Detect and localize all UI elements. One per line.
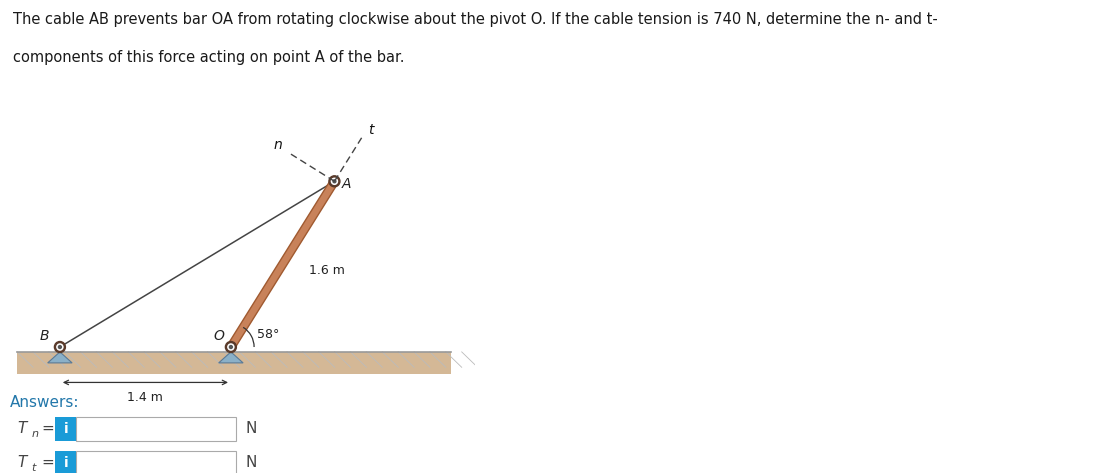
Text: A: A [341, 177, 351, 191]
Text: T: T [18, 421, 27, 436]
Circle shape [332, 178, 337, 184]
FancyBboxPatch shape [76, 451, 236, 473]
Text: i: i [63, 456, 69, 470]
Circle shape [56, 344, 63, 350]
Text: n: n [31, 429, 39, 439]
FancyBboxPatch shape [55, 417, 76, 441]
Polygon shape [48, 352, 72, 363]
Text: =: = [42, 421, 54, 436]
Polygon shape [219, 352, 243, 363]
Text: components of this force acting on point A of the bar.: components of this force acting on point… [13, 50, 404, 65]
Text: t: t [31, 463, 35, 473]
Text: O: O [213, 329, 224, 343]
Text: i: i [63, 422, 69, 436]
Text: 58°: 58° [256, 328, 278, 341]
Text: Answers:: Answers: [10, 394, 80, 410]
Text: t: t [368, 123, 373, 137]
Text: N: N [246, 455, 257, 470]
Circle shape [54, 342, 65, 352]
FancyBboxPatch shape [55, 451, 76, 473]
Circle shape [333, 180, 336, 183]
Circle shape [228, 344, 234, 350]
Text: 1.4 m: 1.4 m [127, 391, 164, 404]
Text: =: = [42, 455, 54, 470]
Circle shape [230, 346, 232, 349]
Polygon shape [18, 352, 451, 374]
Text: T: T [18, 455, 27, 470]
FancyBboxPatch shape [76, 417, 236, 441]
Circle shape [329, 176, 340, 187]
Circle shape [225, 342, 236, 352]
Text: n: n [274, 138, 283, 152]
Text: The cable AB prevents bar OA from rotating clockwise about the pivot O. If the c: The cable AB prevents bar OA from rotati… [13, 12, 938, 27]
Polygon shape [228, 179, 338, 349]
Circle shape [59, 346, 62, 349]
Text: N: N [246, 421, 257, 436]
Text: B: B [39, 329, 49, 343]
Text: 1.6 m: 1.6 m [309, 264, 346, 278]
